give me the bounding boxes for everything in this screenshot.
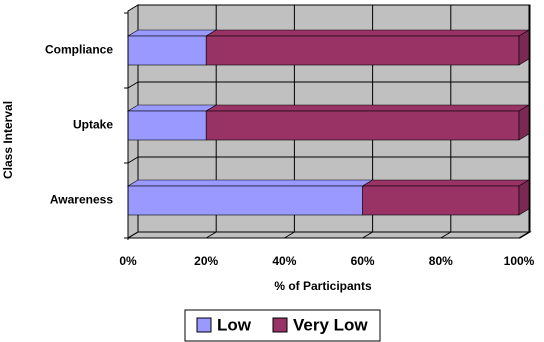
x-tick-label: 0% xyxy=(119,254,137,268)
category-separator xyxy=(127,156,139,164)
legend: Low Very Low xyxy=(196,315,368,334)
legend-swatch xyxy=(272,317,288,333)
y-axis-title: Class Interval xyxy=(1,101,15,179)
floor-grid-line xyxy=(362,231,373,239)
x-tick-label: 20% xyxy=(194,254,218,268)
y-tick-label: Awareness xyxy=(50,193,113,207)
x-tick-label: 80% xyxy=(429,254,453,268)
x-tick-label: 60% xyxy=(351,254,375,268)
bar xyxy=(127,110,207,141)
floor-grid-line xyxy=(284,231,295,239)
x-axis-title: % of Participants xyxy=(274,279,372,293)
bar-top xyxy=(205,104,531,112)
legend-label: Very Low xyxy=(293,315,368,334)
y-tick-label: Uptake xyxy=(73,118,113,132)
bar-top xyxy=(126,29,218,37)
floor-grid-line xyxy=(518,231,530,239)
bar-top xyxy=(126,179,374,187)
legend-swatch xyxy=(196,317,212,333)
bar-end xyxy=(518,179,530,216)
bar xyxy=(205,35,520,66)
bar xyxy=(362,185,520,216)
bar xyxy=(127,35,207,66)
y-tick-label: Compliance xyxy=(45,43,113,57)
bars xyxy=(126,29,531,216)
x-tick-label: 100% xyxy=(504,254,535,268)
bar-top xyxy=(361,179,531,187)
legend-label: Low xyxy=(217,315,252,334)
bar-end xyxy=(518,104,530,141)
category-separator xyxy=(127,81,139,89)
bar xyxy=(205,110,520,141)
bar xyxy=(127,185,363,216)
x-tick-label: 40% xyxy=(272,254,296,268)
bar-top xyxy=(126,104,218,112)
floor xyxy=(126,231,532,239)
floor-grid-line xyxy=(127,231,139,239)
floor-grid-line xyxy=(205,231,217,239)
bar-top xyxy=(205,29,531,37)
floor-grid-line xyxy=(440,231,452,239)
bar-end xyxy=(518,29,530,66)
